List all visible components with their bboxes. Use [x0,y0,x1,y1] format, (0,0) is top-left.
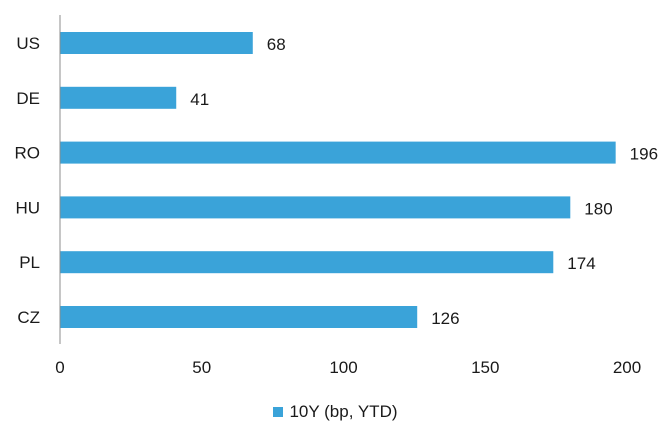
bar-cz [60,306,418,328]
data-label-de: 41 [190,90,209,109]
x-tick-label-0: 0 [55,358,64,377]
x-tick-label-150: 150 [471,358,499,377]
data-label-us: 68 [267,35,286,54]
legend-label: 10Y (bp, YTD) [289,402,398,421]
x-tick-label-200: 200 [613,358,641,377]
bars-layer [60,32,616,328]
axes-layer: 0 50 100 150 200 [55,15,641,377]
x-tick-label-50: 50 [192,358,211,377]
data-label-cz: 126 [431,309,459,328]
category-label-cz: CZ [17,308,40,327]
category-label-hu: HU [15,198,40,217]
data-label-hu: 180 [584,199,612,218]
category-label-ro: RO [15,144,41,163]
legend: 10Y (bp, YTD) [0,400,671,424]
labels-layer: US 68 DE 41 RO 196 HU 180 PL 174 CZ 126 [15,34,659,328]
data-label-pl: 174 [567,254,595,273]
legend-swatch [273,407,284,417]
bar-ro [60,141,616,164]
bar-hu [60,196,571,219]
category-label-us: US [16,34,40,53]
bar-pl [60,251,554,274]
bar-chart-svg: US 68 DE 41 RO 196 HU 180 PL 174 CZ 126 0 50 100 150 20… [15,15,659,377]
category-label-pl: PL [19,253,40,272]
data-label-ro: 196 [630,145,658,164]
category-label-de: DE [16,89,40,108]
bar-de [60,86,177,109]
x-tick-label-100: 100 [329,358,357,377]
bar-us [60,32,253,54]
